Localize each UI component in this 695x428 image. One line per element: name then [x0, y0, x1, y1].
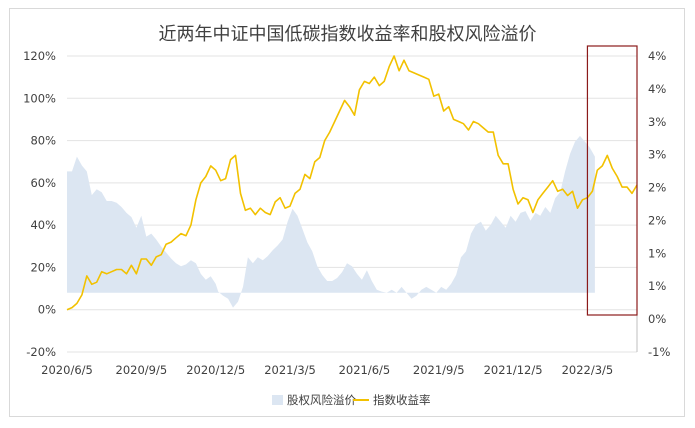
left-tick-label: -20%	[26, 345, 56, 359]
x-axis: 2020/6/5 2020/9/5 2020/12/5 2021/3/5 2021/6/…	[41, 363, 613, 377]
x-tick-label: 2021/3/5	[264, 363, 316, 377]
right-tick-label: 1%	[648, 279, 666, 293]
equity-risk-premium-area-layer	[67, 135, 595, 308]
right-tick-label: 1%	[648, 246, 666, 260]
right-tick-label: -1%	[648, 345, 670, 359]
x-tick-label: 2020/12/5	[186, 363, 245, 377]
highlight-box-layer	[586, 45, 638, 316]
highlight-box	[586, 45, 638, 316]
right-tick-label: 2%	[648, 213, 666, 227]
left-tick-label: 120%	[23, 49, 56, 63]
right-tick-label: 3%	[648, 148, 666, 162]
index-return-line-layer	[66, 55, 638, 311]
x-tick-label: 2022/3/5	[562, 363, 614, 377]
left-axis: -20% 0% 20% 40% 60% 80% 100% 120%	[23, 49, 56, 359]
right-tick-label: 4%	[648, 49, 666, 63]
right-axis: -1% 0% 1% 1% 2% 2% 3% 3% 4% 4%	[636, 46, 670, 359]
x-tick-label: 2020/6/5	[41, 363, 93, 377]
legend: 股权风险溢价 指数收益率	[272, 393, 431, 407]
left-tick-label: 0%	[38, 303, 56, 317]
x-tick-label: 2021/9/5	[413, 363, 465, 377]
right-tick-label: 2%	[648, 181, 666, 195]
left-tick-label: 60%	[30, 176, 56, 190]
legend-label-line: 指数收益率	[373, 393, 431, 407]
chart-title: 近两年中证中国低碳指数收益率和股权风险溢价	[158, 24, 537, 45]
left-tick-label: 40%	[30, 218, 56, 232]
index-return-line	[66, 55, 638, 311]
gridlines	[67, 55, 637, 353]
x-tick-label: 2021/12/5	[484, 363, 543, 377]
left-tick-label: 80%	[30, 134, 56, 148]
equity-risk-premium-area	[67, 135, 595, 308]
legend-swatch-area	[272, 395, 283, 405]
right-tick-label: 3%	[648, 115, 666, 129]
legend-label-area: 股权风险溢价	[287, 393, 356, 407]
left-tick-label: 100%	[23, 91, 56, 105]
x-tick-label: 2021/6/5	[339, 363, 391, 377]
right-tick-label: 0%	[648, 312, 666, 326]
right-tick-label: 4%	[648, 82, 666, 96]
left-tick-label: 20%	[30, 260, 56, 274]
x-tick-label: 2020/9/5	[116, 363, 168, 377]
